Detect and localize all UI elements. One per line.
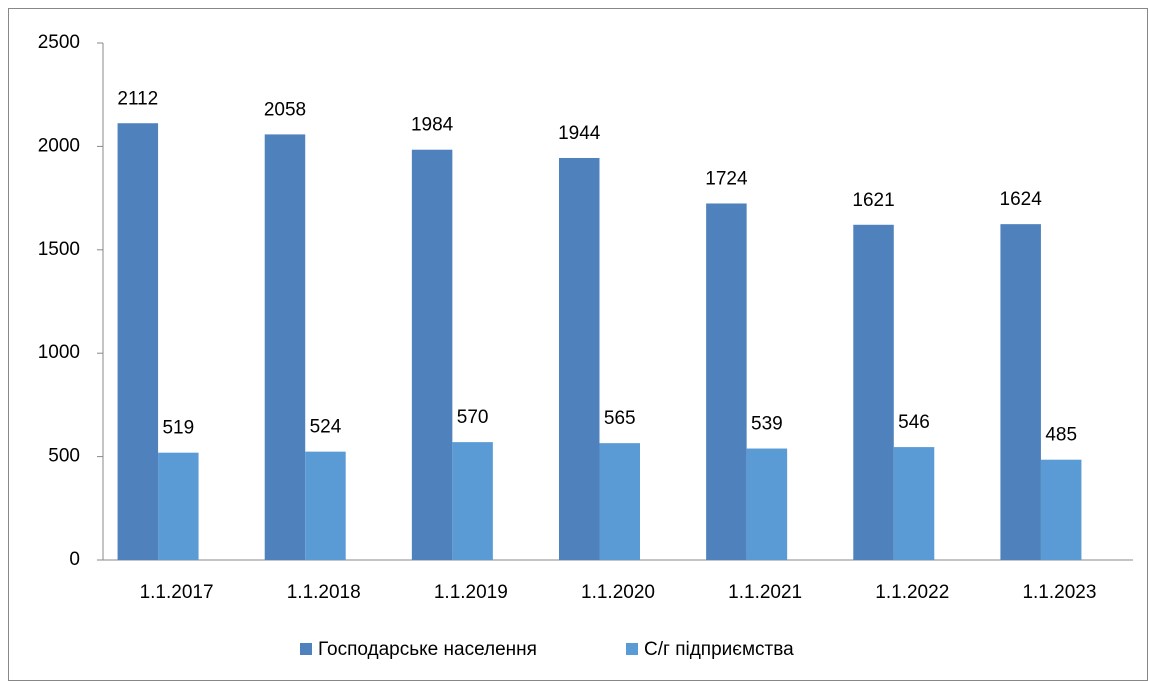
data-label: 1724 bbox=[705, 168, 748, 189]
y-tick-label: 2500 bbox=[38, 32, 80, 53]
data-label: 539 bbox=[751, 414, 783, 435]
bar bbox=[706, 203, 747, 560]
data-label: 565 bbox=[604, 408, 636, 429]
x-tick-label: 1.1.2022 bbox=[875, 582, 949, 603]
bar bbox=[264, 134, 306, 561]
bar bbox=[117, 123, 159, 560]
legend-label: Господарське населення bbox=[318, 639, 537, 660]
legend-swatch bbox=[300, 643, 312, 655]
y-tick-label: 500 bbox=[48, 446, 80, 467]
data-label: 570 bbox=[457, 407, 489, 428]
data-label: 524 bbox=[310, 417, 342, 438]
data-label: 1621 bbox=[852, 190, 894, 211]
bar bbox=[893, 447, 935, 560]
y-tick-label: 2000 bbox=[38, 135, 80, 156]
data-label: 1624 bbox=[1000, 189, 1043, 210]
bar bbox=[158, 452, 199, 560]
bar bbox=[1000, 224, 1041, 560]
y-tick-label: 1500 bbox=[38, 239, 80, 260]
bar bbox=[305, 451, 346, 560]
x-tick-label: 1.1.2019 bbox=[434, 582, 508, 603]
x-tick-label: 1.1.2023 bbox=[1022, 582, 1096, 603]
y-tick-label: 1000 bbox=[38, 342, 80, 363]
x-tick-label: 1.1.2018 bbox=[287, 582, 361, 603]
legend-swatch bbox=[626, 643, 638, 655]
data-label: 2112 bbox=[117, 88, 158, 109]
data-label: 546 bbox=[898, 412, 930, 433]
bar bbox=[853, 224, 894, 560]
data-label: 2058 bbox=[264, 99, 306, 120]
legend-label: С/г підприємства bbox=[644, 639, 794, 660]
bar bbox=[1040, 459, 1082, 560]
bar bbox=[599, 443, 640, 560]
data-label: 1984 bbox=[411, 115, 454, 136]
y-tick-label: 0 bbox=[69, 549, 80, 570]
data-label: 485 bbox=[1045, 425, 1077, 446]
x-tick-label: 1.1.2017 bbox=[140, 582, 214, 603]
x-tick-label: 1.1.2020 bbox=[581, 582, 655, 603]
bar bbox=[411, 149, 453, 560]
data-label: 1944 bbox=[558, 123, 601, 144]
bar bbox=[559, 157, 600, 560]
data-label: 519 bbox=[162, 418, 194, 439]
bar bbox=[746, 448, 788, 560]
bar bbox=[452, 442, 493, 560]
x-tick-label: 1.1.2021 bbox=[728, 582, 802, 603]
